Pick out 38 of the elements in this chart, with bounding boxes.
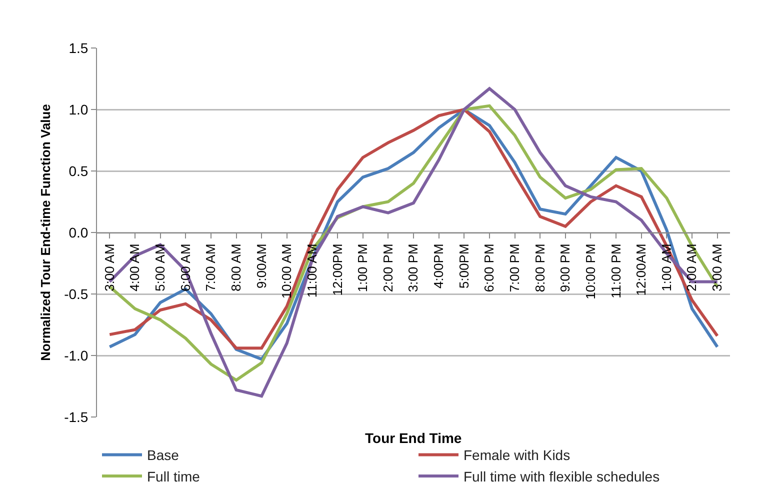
x-tick-label: 2:00 PM [380,244,396,292]
x-tick-label: 7:00 AM [203,244,218,292]
legend-label: Female with Kids [464,447,570,464]
legend-label: Full time [147,468,200,484]
x-tick-label: 5:00PM [456,244,472,289]
y-tick-label: 0.5 [68,162,88,179]
y-tick-label: -1.0 [64,347,88,364]
x-tick-label: 5:00 AM [152,244,168,292]
x-tick-label: 6:00 AM [178,244,193,292]
x-tick-label: 4:00 AM [127,244,142,292]
x-tick-label: 8:00 AM [228,244,244,292]
y-axis-title: Normalized Tour End-time Function Value [38,104,54,361]
x-tick-label: 4:00PM [431,244,446,289]
x-tick-label: 10:00 AM [279,244,294,299]
x-tick-label: 1:00 PM [355,244,370,292]
x-tick-label: 11:00 AM [304,244,320,298]
x-tick-label: 11:00 PM [608,244,624,298]
x-tick-label: 2:00 AM [684,244,700,292]
y-tick-label: 1.5 [68,40,88,56]
x-tick-label: 12:00AM [634,244,649,296]
x-axis-title: Tour End Time [365,430,462,446]
x-tick-label: 8:00 PM [532,244,548,292]
x-tick-label: 10:00 PM [582,244,598,300]
x-tick-label: 3:00 AM [710,244,725,292]
x-tick-label: 9:00AM [254,244,269,289]
y-tick-label: 1.0 [68,101,88,118]
legend-label: Base [147,447,180,464]
x-tick-label: 3:00 AM [102,244,117,292]
y-tick-label: -0.5 [64,286,88,302]
x-tick-label: 3:00 PM [406,244,421,292]
y-tick-label: -1.5 [64,408,88,425]
x-tick-label: 7:00 PM [507,244,522,292]
x-tick-label: 1:00 AM [658,244,674,292]
x-tick-label: 6:00 PM [482,244,497,292]
x-tick-label: 12:00PM [330,244,345,296]
y-tick-label: 0.0 [68,224,88,240]
legend-label: Full time with flexible schedules [464,468,660,484]
x-tick-label: 9:00 PM [558,244,573,292]
